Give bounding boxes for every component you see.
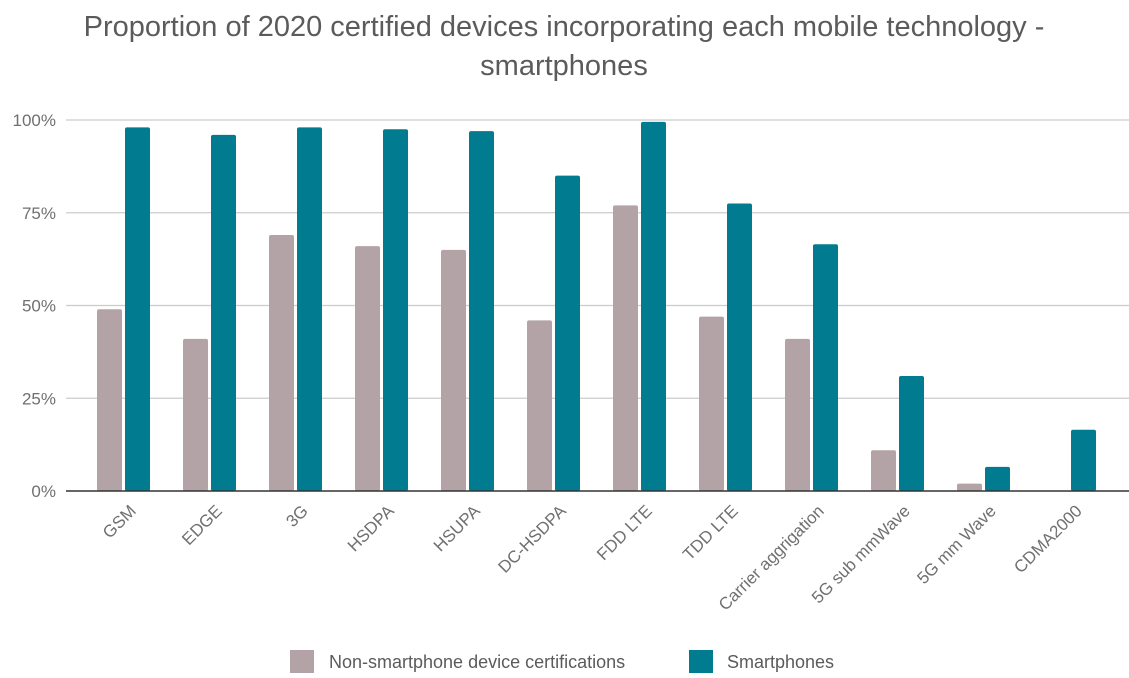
bar-non-smartphone [957,483,982,491]
bar-non-smartphone [527,320,552,491]
bar-smartphones [125,127,150,492]
x-tick-label: FDD LTE [593,501,656,564]
bar-smartphones [985,466,1010,491]
bar-smartphones [469,131,494,491]
bar-smartphones [813,244,838,491]
bar-smartphones [1071,429,1096,491]
bar-non-smartphone [183,338,208,491]
bar-smartphones [641,121,666,491]
legend: Non-smartphone device certifications Smar… [290,650,834,674]
bar-smartphones [727,203,752,491]
bar-smartphones [211,134,236,491]
legend-label: Non-smartphone device certifications [329,652,625,672]
y-axis-tick-labels: 0% 25% 50% 75% 100% [13,111,56,501]
x-axis-tick-labels: GSM EDGE 3G HSDPA HSUPA DC-HSDPA FDD LTE TDD LT… [99,501,1086,614]
x-tick-label: HSUPA [430,501,484,555]
bar-smartphones [555,175,580,491]
y-tick-label: 75% [22,204,56,223]
y-tick-label: 100% [13,111,56,130]
x-tick-label: EDGE [178,501,226,549]
legend-swatch [290,650,314,674]
legend-label: Smartphones [727,652,834,672]
x-tick-label: 3G [282,501,311,530]
bar-non-smartphone [613,205,638,491]
bar-smartphones [899,375,924,491]
bar-non-smartphone [355,246,380,491]
x-tick-label: TDD LTE [679,501,742,564]
gridlines [66,119,1129,399]
x-tick-label: DC-HSDPA [494,501,570,577]
y-tick-label: 25% [22,389,56,408]
x-tick-label: GSM [99,501,140,542]
bars [97,121,1096,492]
bar-non-smartphone [871,450,896,491]
bar-non-smartphone [785,338,810,491]
bar-non-smartphone [441,249,466,491]
y-tick-label: 0% [31,482,56,501]
bar-smartphones [297,127,322,492]
x-tick-label: HSDPA [344,501,398,555]
x-tick-label: CDMA2000 [1010,501,1086,577]
chart-title: Proportion of 2020 certified devices inc… [84,11,1045,82]
chart-title-line-1: Proportion of 2020 certified devices inc… [84,11,1045,43]
bar-non-smartphone [699,316,724,491]
bar-non-smartphone [97,309,122,491]
legend-swatch [689,650,713,674]
bar-non-smartphone [269,235,294,491]
x-tick-label: 5G mm Wave [913,501,999,587]
y-tick-label: 50% [22,297,56,316]
bar-smartphones [383,129,408,491]
chart-title-line-2: smartphones [480,50,648,82]
